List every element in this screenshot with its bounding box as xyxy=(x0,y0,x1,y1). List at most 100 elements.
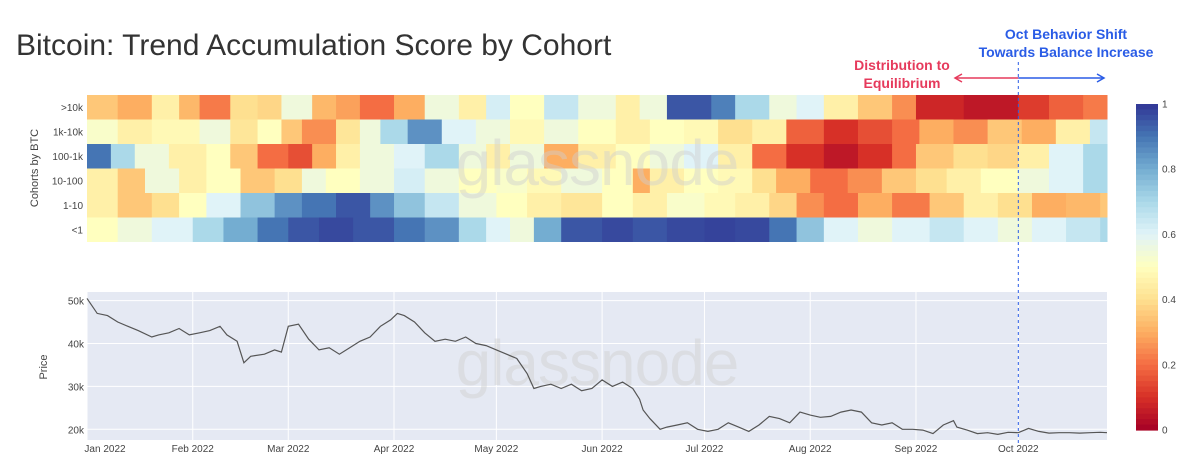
heatmap-cell xyxy=(359,168,395,193)
heatmap-cell xyxy=(394,95,426,120)
colorbar-segment xyxy=(1136,408,1158,415)
colorbar-segment xyxy=(1136,343,1158,350)
colorbar-segment xyxy=(1136,223,1158,230)
heatmap-cell xyxy=(288,217,320,242)
heatmap-cell xyxy=(151,119,201,144)
heatmap-cell xyxy=(857,119,893,144)
heatmap-cell xyxy=(87,95,119,120)
heatmap-cell xyxy=(230,95,259,120)
heatmap-cell xyxy=(776,168,811,193)
heatmap-cell xyxy=(769,217,798,242)
colorbar-segment xyxy=(1136,147,1158,154)
colorbar-segment xyxy=(1136,386,1158,393)
heatmap-row-labels: >10k 1k-10k 100-1k 10-100 1-10 <1 xyxy=(52,103,84,237)
heatmap-cell xyxy=(134,144,170,169)
colorbar-segment xyxy=(1136,196,1158,203)
colorbar-tick-label: 0.8 xyxy=(1162,165,1176,176)
heatmap-cell xyxy=(946,168,982,193)
heatmap-cell xyxy=(117,95,153,120)
heatmap-cell xyxy=(257,95,282,120)
heatmap-cell xyxy=(424,168,460,193)
heatmap-cell xyxy=(915,144,954,169)
price-x-tick-label: May 2022 xyxy=(474,444,518,455)
colorbar-segment xyxy=(1136,391,1158,398)
heatmap-cell xyxy=(336,119,361,144)
colorbar-segment xyxy=(1136,136,1158,143)
colorbar-segment xyxy=(1136,120,1158,127)
heatmap-cell xyxy=(359,95,395,120)
heatmap-cell xyxy=(179,193,207,218)
heatmap-cell xyxy=(683,119,719,144)
colorbar-segment xyxy=(1136,190,1158,197)
colorbar-segment xyxy=(1136,402,1158,409)
heatmap-cell xyxy=(312,95,337,120)
price-line xyxy=(86,298,1108,436)
heatmap-cell xyxy=(486,95,511,120)
heatmap-cell xyxy=(892,193,931,218)
colorbar-tick-label: 1 xyxy=(1162,100,1168,111)
heatmap-cell xyxy=(735,95,770,120)
colorbar-segment xyxy=(1136,359,1158,366)
heatmap-cell xyxy=(1066,217,1101,242)
heatmap-cell xyxy=(823,144,859,169)
heatmap-cell xyxy=(953,119,989,144)
colorbar-segment xyxy=(1136,332,1158,339)
colorbar-segment xyxy=(1136,310,1158,317)
heatmap-cell xyxy=(151,193,180,218)
colorbar-segment xyxy=(1136,245,1158,252)
heatmap-cell xyxy=(168,144,207,169)
colorbar-segment xyxy=(1136,218,1158,225)
colorbar-segment xyxy=(1136,239,1158,246)
heatmap-cell xyxy=(892,95,917,120)
heatmap-cell xyxy=(929,193,965,218)
heatmap-cell xyxy=(915,95,965,120)
heatmap-cell xyxy=(963,193,999,218)
heatmap-cell xyxy=(1083,168,1108,193)
price-x-tick-label: Sep 2022 xyxy=(895,444,938,455)
heatmap-cell xyxy=(394,168,426,193)
heatmap-cell xyxy=(632,168,651,193)
heatmap-cell xyxy=(288,144,313,169)
heatmap-cell xyxy=(223,217,259,242)
colorbar-segment xyxy=(1136,283,1158,290)
heatmap-cell xyxy=(1018,168,1050,193)
colorbar-tick-label: 0.6 xyxy=(1162,230,1176,241)
heatmap-cell xyxy=(544,95,579,120)
heatmap-cell xyxy=(257,217,289,242)
heatmap-cell xyxy=(666,95,712,120)
heatmap-cell xyxy=(87,168,119,193)
heatmap-cell xyxy=(475,119,511,144)
heatmap-row-label: 1-10 xyxy=(63,201,83,212)
heatmap-cell xyxy=(359,119,381,144)
heatmap-cell xyxy=(987,119,1023,144)
heatmap-cell xyxy=(301,193,337,218)
chart-title: Bitcoin: Trend Accumulation Score by Coh… xyxy=(16,29,612,62)
heatmap-cell xyxy=(527,193,562,218)
heatmap-cell xyxy=(963,95,1019,120)
cohort-heatmap xyxy=(87,95,1108,242)
heatmap-cell xyxy=(301,119,337,144)
colorbar-segment xyxy=(1136,142,1158,149)
colorbar-segment xyxy=(1136,131,1158,138)
heatmap-cell xyxy=(649,144,685,169)
heatmap-cell xyxy=(230,119,259,144)
heatmap-cell xyxy=(274,193,303,218)
heatmap-cell xyxy=(823,217,859,242)
annotation-arrow-head xyxy=(1096,73,1106,83)
heatmap-cell xyxy=(1100,217,1108,242)
colorbar-segment xyxy=(1136,212,1158,219)
heatmap-cell xyxy=(394,217,426,242)
heatmap-cell xyxy=(458,193,497,218)
heatmap-cell xyxy=(578,144,617,169)
colorbar-segment xyxy=(1136,109,1158,116)
heatmap-cell xyxy=(87,144,112,169)
heatmap-cell xyxy=(486,144,511,169)
price-x-tick-label: Jan 2022 xyxy=(84,444,126,455)
colorbar-segment xyxy=(1136,125,1158,132)
heatmap-cell xyxy=(1021,119,1057,144)
heatmap-cell xyxy=(1031,193,1067,218)
price-y-axis-label: Price xyxy=(38,354,50,379)
colorbar-segment xyxy=(1136,364,1158,371)
heatmap-cell xyxy=(602,193,634,218)
heatmap-cell xyxy=(735,193,770,218)
